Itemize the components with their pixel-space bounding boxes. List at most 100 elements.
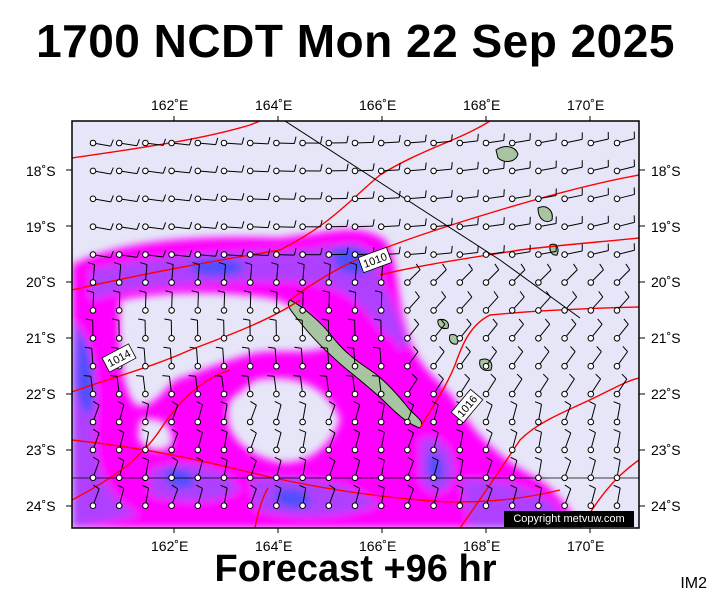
- wind-barb-feather: [188, 375, 196, 377]
- wind-barb-station: [561, 307, 568, 314]
- wind-barb-feather: [215, 346, 223, 349]
- wind-barb-feather: [274, 484, 282, 489]
- wind-barbs: [83, 131, 635, 510]
- wind-barb-station: [482, 390, 490, 398]
- wind-barb-station: [168, 474, 175, 482]
- lat-label-right-21: 21˚S: [651, 330, 681, 346]
- clear-area: [119, 292, 340, 463]
- wind-barb-station: [404, 474, 411, 482]
- wind-barb-station: [325, 195, 333, 203]
- wind-barb-feather: [244, 262, 252, 266]
- wind-barb-feather: [323, 262, 331, 266]
- wind-barb-feather: [215, 165, 219, 173]
- wind-barb-feather: [92, 400, 100, 406]
- wind-barb-feather: [570, 346, 576, 352]
- wind-barb-feather: [137, 346, 145, 349]
- wind-barb-station: [613, 139, 621, 147]
- wind-barb-station: [246, 279, 254, 286]
- lat-label-right-23: 23˚S: [651, 442, 681, 458]
- wind-barb-station: [246, 502, 254, 510]
- wind-barb-station: [325, 307, 333, 314]
- wind-barb-station: [89, 418, 97, 426]
- wind-barb-feather: [297, 262, 305, 266]
- wind-barb-feather: [519, 291, 525, 298]
- wind-barb-feather: [451, 190, 453, 198]
- wind-barb-feather: [117, 484, 125, 489]
- wind-barb-feather: [572, 291, 578, 298]
- wind-barb-station: [430, 167, 437, 175]
- wind-barb-station: [194, 251, 202, 258]
- wind-barb-station: [561, 335, 568, 342]
- wind-barb-station: [142, 195, 149, 203]
- wind-barb-feather: [164, 318, 172, 321]
- wind-barb-feather: [398, 134, 401, 143]
- wind-barb-station: [482, 167, 490, 175]
- wind-barb-feather: [464, 373, 470, 380]
- wind-barb-feather: [320, 346, 328, 349]
- wind-barb-feather: [215, 249, 219, 257]
- wind-barb-feather: [424, 190, 427, 198]
- wind-barb-feather: [415, 263, 421, 271]
- wind-barb-feather: [621, 373, 628, 380]
- wind-barb-station: [351, 362, 359, 370]
- wind-barb-station: [587, 446, 595, 454]
- wind-barb-feather: [456, 457, 464, 461]
- wind-barb-feather: [534, 429, 542, 433]
- wind-barb-station: [482, 195, 490, 203]
- wind-barb-station: [377, 307, 385, 314]
- wind-barb-feather: [92, 484, 100, 490]
- wind-barb-feather: [320, 136, 323, 144]
- wind-barb-station: [535, 307, 542, 314]
- wind-barb-station: [115, 502, 123, 510]
- wind-barb-feather: [328, 400, 336, 406]
- wind-barb-feather: [84, 346, 92, 349]
- wind-barb-feather: [296, 290, 304, 293]
- wind-barb-feather: [293, 164, 297, 172]
- wind-barb-feather: [613, 429, 621, 433]
- wind-barb-station: [246, 418, 254, 426]
- wind-barb-station: [561, 418, 568, 426]
- wind-barb-station: [377, 474, 385, 482]
- wind-barb-feather: [267, 164, 271, 172]
- wind-barb-feather: [438, 373, 444, 380]
- wind-barb-feather: [241, 193, 245, 201]
- wind-barb-station: [535, 502, 542, 510]
- wind-barb-feather: [220, 401, 228, 405]
- wind-barb-feather: [564, 484, 572, 490]
- wind-barb-feather: [86, 290, 94, 293]
- wind-barb-feather: [377, 401, 385, 405]
- wind-barb-station: [168, 167, 175, 175]
- wind-barb-station: [456, 362, 464, 370]
- wind-barb-feather: [270, 290, 278, 293]
- wind-barb-station: [404, 307, 411, 314]
- wind-barb-station: [273, 307, 280, 314]
- wind-barb-station: [404, 362, 411, 370]
- wind-barb-feather: [431, 401, 439, 406]
- wind-barb-feather: [320, 164, 323, 172]
- wind-barb-feather: [320, 247, 323, 255]
- wind-barb-feather: [267, 375, 275, 377]
- wind-barb-feather: [348, 290, 356, 293]
- wind-barb-feather: [299, 429, 306, 433]
- wind-barb-feather: [191, 290, 199, 293]
- wind-barb-feather: [110, 251, 114, 258]
- wind-barb-feather: [520, 263, 526, 271]
- wind-barb-station: [194, 474, 202, 482]
- wind-barb-feather: [451, 217, 453, 225]
- wind-barb-station: [482, 307, 490, 314]
- wind-barb-feather: [117, 428, 125, 433]
- wind-barb-feather: [353, 401, 360, 406]
- wind-barb-station: [220, 335, 228, 342]
- wind-barb-station: [613, 362, 621, 370]
- wind-barb-station: [142, 362, 149, 370]
- wind-barb-feather: [371, 375, 380, 377]
- wind-barb-feather: [294, 346, 302, 349]
- wind-barb-station: [89, 223, 97, 230]
- wind-barb-station: [299, 251, 306, 258]
- wind-barb-station: [246, 307, 254, 314]
- wind-barb-station: [325, 502, 333, 510]
- wind-barb-station: [456, 195, 464, 203]
- wind-barb-feather: [346, 135, 349, 143]
- wind-barb-feather: [346, 191, 349, 199]
- wind-barb-station: [246, 167, 254, 175]
